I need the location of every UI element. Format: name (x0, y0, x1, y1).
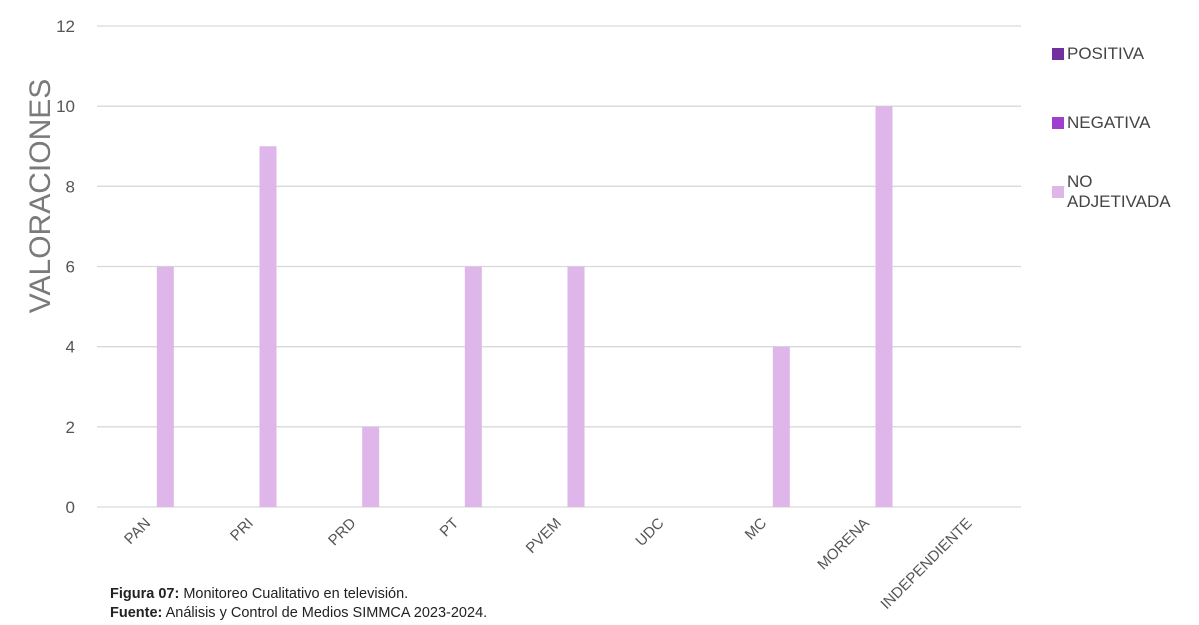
x-tick-label: PVEM (523, 515, 565, 557)
x-tick-label: UDC (632, 515, 667, 550)
x-tick-label: PT (437, 515, 463, 541)
bar-pan-no-adjetivada (156, 266, 174, 507)
y-tick-label: 4 (66, 338, 75, 357)
figure-text: Monitoreo Cualitativo en televisión. (179, 586, 409, 602)
gridlines (97, 25, 1021, 508)
legend-label: NO ADJETIVADA (1067, 172, 1171, 211)
bar-morena-no-adjetivada (875, 106, 893, 508)
legend-label: POSITIVA (1067, 44, 1145, 63)
figure-label: Figura 07: (110, 586, 180, 602)
x-tick-label: PRD (325, 515, 360, 550)
y-axis-label: VALORACIONES (24, 79, 57, 314)
legend-swatch (1052, 48, 1064, 60)
bar-prd-no-adjetivada (362, 426, 380, 507)
figure-caption: Figura 07: Monitoreo Cualitativo en tele… (110, 585, 487, 623)
bar-pt-no-adjetivada (464, 266, 482, 507)
source-line: Fuente: Análisis y Control de Medios SIM… (110, 604, 487, 623)
legend-swatch (1052, 117, 1064, 129)
y-axis-ticks: 0 2 4 6 8 10 12 (56, 17, 75, 517)
x-tick-label: MC (742, 515, 771, 544)
y-tick-label: 12 (56, 17, 75, 36)
bar-pri-no-adjetivada (259, 146, 277, 507)
y-tick-label: 2 (66, 418, 75, 437)
y-tick-label: 0 (66, 498, 75, 517)
legend-label: NEGATIVA (1067, 113, 1151, 132)
source-text: Análisis y Control de Medios SIMMCA 2023… (162, 605, 488, 621)
legend-item: POSITIVA (1052, 44, 1199, 64)
y-tick-label: 10 (56, 97, 75, 116)
y-tick-label: 6 (66, 258, 75, 277)
bar-pvem-no-adjetivada (567, 266, 585, 507)
legend-swatch (1052, 186, 1064, 198)
figure-title-line: Figura 07: Monitoreo Cualitativo en tele… (110, 585, 487, 604)
bar-mc-no-adjetivada (772, 346, 790, 507)
legend-item: NEGATIVA (1052, 113, 1199, 133)
x-tick-label: PRI (227, 515, 257, 545)
x-tick-label: PAN (121, 515, 154, 548)
legend-item: NO ADJETIVADA (1052, 172, 1199, 211)
source-label: Fuente: (110, 605, 163, 621)
y-tick-label: 8 (66, 177, 75, 196)
x-tick-label: MORENA (814, 515, 873, 574)
bars (156, 106, 893, 508)
x-tick-label: INDEPENDIENTE (877, 515, 975, 613)
legend: POSITIVA NEGATIVA NO ADJETIVADA (1052, 44, 1199, 251)
